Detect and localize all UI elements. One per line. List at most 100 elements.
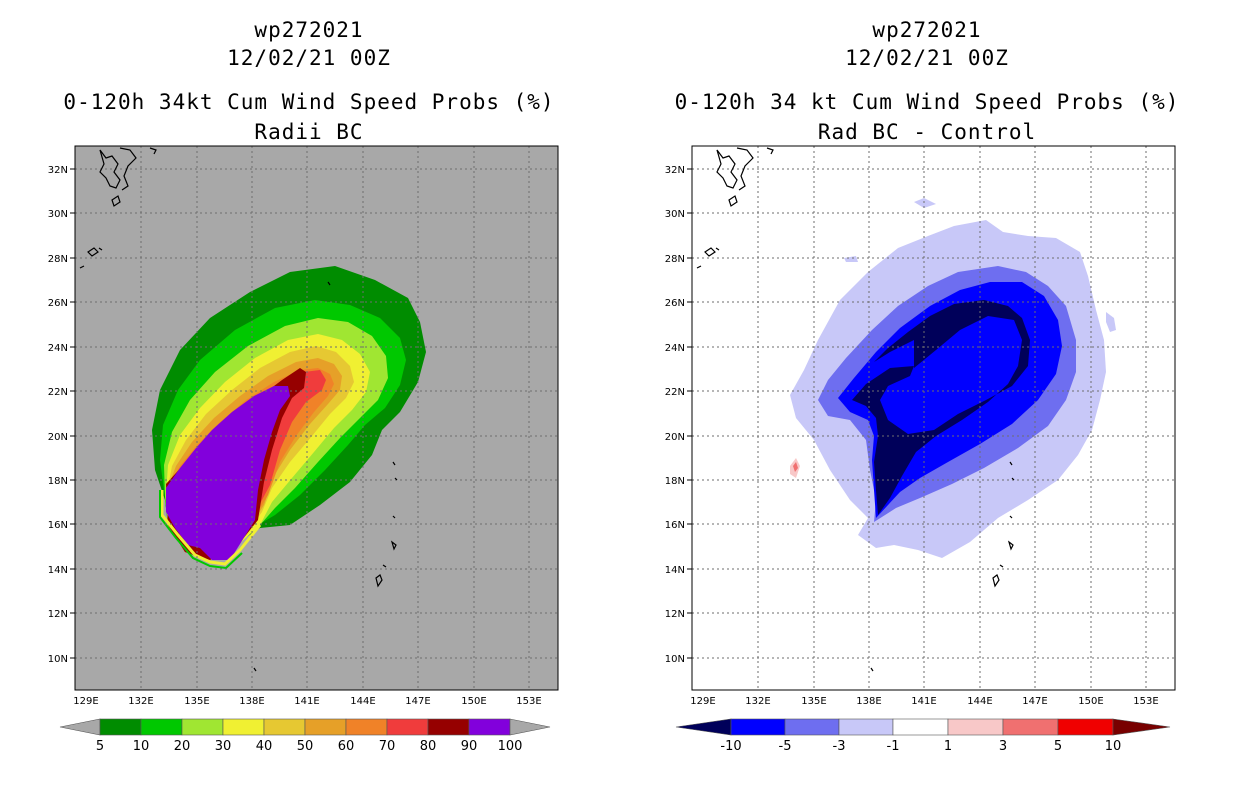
colorbar-label: -10 bbox=[720, 739, 741, 754]
left-date: 12/02/21 00Z bbox=[227, 46, 391, 70]
difference-red-patch bbox=[793, 462, 798, 472]
colorbar-label: 5 bbox=[96, 739, 104, 754]
lon-label: 150E bbox=[1078, 696, 1103, 707]
right-map-svg: 32N 30N 28N 26N 24N 22N 20N 18N 16N 14N … bbox=[665, 145, 1176, 754]
difference-dark-navy bbox=[852, 300, 1030, 515]
lat-label: 12N bbox=[48, 609, 68, 620]
colorbar-swatch bbox=[1057, 718, 1114, 736]
right-colorbar-labels: -10 -5 -3 -1 1 3 5 10 bbox=[720, 739, 1121, 754]
lon-label: 144E bbox=[350, 696, 375, 707]
colorbar-swatch bbox=[947, 718, 1004, 736]
lat-label: 16N bbox=[665, 520, 685, 531]
right-coastlines bbox=[696, 147, 1015, 672]
colorbar-high-end bbox=[1112, 718, 1171, 736]
colorbar-label: 70 bbox=[379, 739, 396, 754]
lon-label: 153E bbox=[1133, 696, 1158, 707]
lat-label: 14N bbox=[665, 565, 685, 576]
colorbar-label: 50 bbox=[297, 739, 314, 754]
lat-label: 24N bbox=[48, 343, 68, 354]
lat-label: 16N bbox=[48, 520, 68, 531]
colorbar-swatch bbox=[892, 718, 949, 736]
right-colorbar bbox=[675, 718, 1171, 736]
right-ticks bbox=[687, 168, 692, 659]
lat-label: 26N bbox=[665, 298, 685, 309]
left-lon-labels: 129E 132E 135E 138E 141E 144E 147E 150E … bbox=[73, 696, 541, 707]
lat-label: 28N bbox=[48, 254, 68, 265]
colorbar-swatch bbox=[99, 718, 142, 736]
lat-label: 32N bbox=[665, 165, 685, 176]
left-storm-id: wp272021 bbox=[254, 18, 364, 42]
lat-label: 30N bbox=[665, 209, 685, 220]
left-gridlines bbox=[75, 146, 558, 690]
lon-label: 129E bbox=[690, 696, 715, 707]
right-date: 12/02/21 00Z bbox=[845, 46, 1009, 70]
lat-label: 22N bbox=[665, 387, 685, 398]
colorbar-label: 30 bbox=[215, 739, 232, 754]
lon-label: 144E bbox=[967, 696, 992, 707]
contour-edge-band bbox=[160, 490, 262, 566]
lon-label: 150E bbox=[461, 696, 486, 707]
difference-light-blue-patch bbox=[914, 198, 936, 208]
left-lat-labels: 32N 30N 28N 26N 24N 22N 20N 18N 16N 14N … bbox=[48, 165, 68, 665]
lon-label: 153E bbox=[516, 696, 541, 707]
lat-label: 20N bbox=[665, 432, 685, 443]
lon-label: 138E bbox=[239, 696, 264, 707]
lat-label: 30N bbox=[48, 209, 68, 220]
colorbar-swatch bbox=[222, 718, 265, 736]
colorbar-low-end bbox=[675, 718, 732, 736]
colorbar-label: -3 bbox=[833, 739, 846, 754]
colorbar-label: 90 bbox=[461, 739, 478, 754]
right-product-title: 0-120h 34 kt Cum Wind Speed Probs (%) bbox=[674, 90, 1180, 114]
colorbar-label: 1 bbox=[944, 739, 952, 754]
colorbar-label: 80 bbox=[420, 739, 437, 754]
colorbar-right-end bbox=[509, 718, 551, 736]
colorbar-swatch bbox=[386, 718, 429, 736]
right-map-panel: wp272021 12/02/21 00Z 0-120h 34 kt Cum W… bbox=[618, 0, 1236, 800]
left-map-frame bbox=[74, 145, 559, 691]
colorbar-label: -1 bbox=[887, 739, 900, 754]
colorbar-swatch bbox=[345, 718, 388, 736]
lat-label: 18N bbox=[665, 476, 685, 487]
colorbar-swatch bbox=[838, 718, 894, 736]
lon-label: 132E bbox=[128, 696, 153, 707]
right-subtitle: Rad BC - Control bbox=[817, 120, 1037, 144]
lat-label: 28N bbox=[665, 254, 685, 265]
colorbar-label: 40 bbox=[256, 739, 273, 754]
lat-label: 22N bbox=[48, 387, 68, 398]
right-map-frame bbox=[691, 145, 1176, 691]
lon-label: 141E bbox=[911, 696, 936, 707]
lon-label: 147E bbox=[405, 696, 430, 707]
colorbar-swatch bbox=[468, 718, 511, 736]
colorbar-label: 10 bbox=[133, 739, 150, 754]
lon-label: 132E bbox=[745, 696, 770, 707]
lat-label: 24N bbox=[665, 343, 685, 354]
lon-label: 147E bbox=[1022, 696, 1047, 707]
lat-label: 10N bbox=[665, 654, 685, 665]
colorbar-swatch bbox=[427, 718, 470, 736]
lon-label: 138E bbox=[856, 696, 881, 707]
left-product-title: 0-120h 34kt Cum Wind Speed Probs (%) bbox=[63, 90, 555, 114]
left-map-panel: wp272021 12/02/21 00Z 0-120h 34kt Cum Wi… bbox=[48, 18, 559, 754]
contour-edge-band-2 bbox=[159, 490, 243, 570]
colorbar-swatch bbox=[730, 718, 786, 736]
lat-label: 10N bbox=[48, 654, 68, 665]
lat-label: 12N bbox=[665, 609, 685, 620]
lon-label: 129E bbox=[73, 696, 98, 707]
lon-label: 135E bbox=[184, 696, 209, 707]
left-coastlines bbox=[79, 147, 398, 672]
colorbar-left-end bbox=[59, 718, 101, 736]
colorbar-label: 5 bbox=[1054, 739, 1062, 754]
colorbar-swatch bbox=[304, 718, 347, 736]
colorbar-swatch bbox=[1002, 718, 1059, 736]
colorbar-label: 100 bbox=[498, 739, 523, 754]
right-lon-labels: 129E 132E 135E 138E 141E 144E 147E 150E … bbox=[690, 696, 1158, 707]
right-lat-labels: 32N 30N 28N 26N 24N 22N 20N 18N 16N 14N … bbox=[665, 165, 685, 665]
colorbar-label: 10 bbox=[1105, 739, 1122, 754]
lon-label: 141E bbox=[294, 696, 319, 707]
right-storm-id: wp272021 bbox=[872, 18, 982, 42]
left-colorbar-labels: 5 10 20 30 40 50 60 70 80 90 100 bbox=[96, 739, 523, 754]
colorbar-label: 20 bbox=[174, 739, 191, 754]
colorbar-swatch bbox=[784, 718, 840, 736]
lat-label: 32N bbox=[48, 165, 68, 176]
lon-label: 135E bbox=[801, 696, 826, 707]
